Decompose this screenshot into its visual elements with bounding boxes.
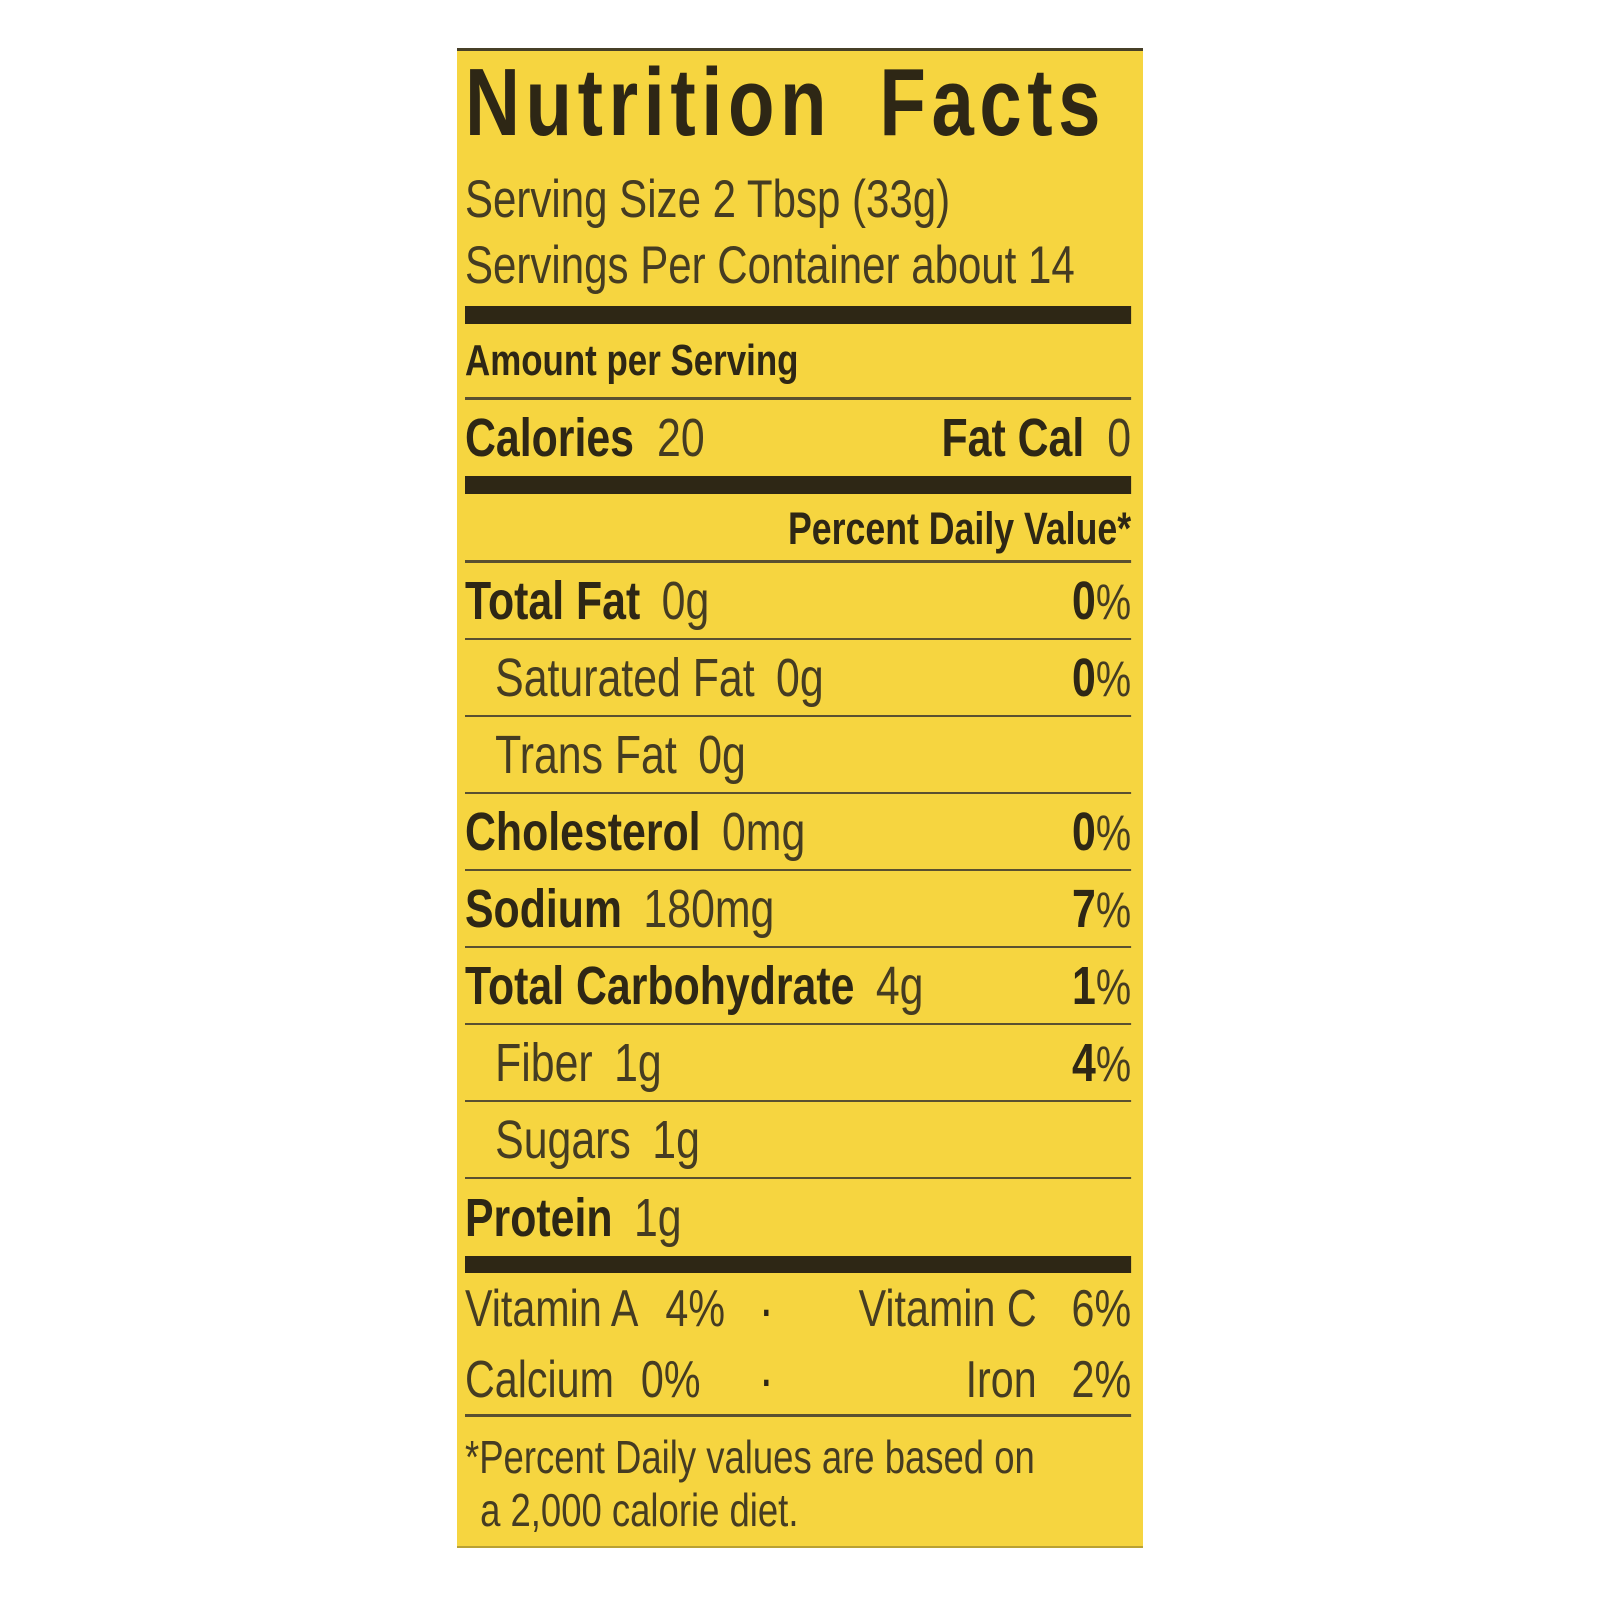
nutrient-row-cholesterol: Cholesterol 0mg 0% — [465, 794, 1132, 871]
nutrient-name-group: Trans Fat 0g — [465, 724, 746, 786]
vitamin-name: Vitamin C — [858, 1280, 1037, 1338]
nutrition-label: Nutrition Facts Serving Size 2 Tbsp (33g… — [457, 48, 1143, 1548]
nutrient-name: Saturated Fat — [495, 647, 755, 708]
nutrient-amount: 0g — [776, 647, 824, 708]
dv-number: 0 — [1072, 801, 1096, 862]
nutrient-row-trans-fat: Trans Fat 0g — [465, 717, 1132, 794]
nutrient-amount: 1g — [614, 1032, 662, 1093]
fat-cal-value: 0 — [1107, 408, 1132, 468]
percent-sign: % — [1095, 881, 1132, 938]
label-title: Nutrition Facts — [465, 49, 1107, 156]
vitamin-left-group: Vitamin A 4% — [465, 1279, 750, 1339]
nutrient-row-total-fat: Total Fat 0g 0% — [465, 563, 1132, 640]
vitamin-value: 6% — [1071, 1280, 1132, 1338]
dv-number: 0 — [1072, 570, 1096, 631]
nutrient-daily-value: 7% — [1072, 878, 1131, 940]
vitamin-value: 4% — [665, 1280, 726, 1338]
nutrient-name: Trans Fat — [495, 724, 677, 785]
nutrient-amount: 180mg — [643, 878, 775, 939]
amount-per-serving-heading: Amount per Serving — [465, 336, 799, 385]
nutrient-name-group: Sugars 1g — [465, 1109, 700, 1171]
vitamin-row-a-c: Vitamin A 4% · Vitamin C 6% — [465, 1273, 1131, 1345]
nutrient-row-total-carbohydrate: Total Carbohydrate 4g 1% — [465, 948, 1132, 1025]
thin-divider — [465, 560, 1132, 563]
nutrient-row-fiber: Fiber 1g 4% — [465, 1025, 1132, 1102]
thick-divider-bar-middle — [465, 476, 1132, 494]
nutrient-name: Fiber — [495, 1032, 593, 1093]
nutrient-amount: 0g — [661, 570, 710, 631]
percent-sign: % — [1095, 1035, 1132, 1092]
vitamin-right-group: Vitamin C 6% — [782, 1279, 1131, 1339]
vitamin-row-calcium-iron: Calcium 0% · Iron 2% — [465, 1345, 1132, 1417]
label-content: Nutrition Facts Serving Size 2 Tbsp (33g… — [465, 49, 1132, 1537]
nutrient-row-sugars: Sugars 1g — [465, 1102, 1132, 1179]
footnote-line-2: a 2,000 calorie diet. — [480, 1484, 799, 1536]
nutrient-row-protein: Protein 1g — [465, 1179, 1131, 1256]
percent-daily-value-heading: Percent Daily Value* — [787, 503, 1132, 554]
vitamin-value: 2% — [1071, 1350, 1132, 1409]
fat-calories-group: Fat Cal 0 — [942, 407, 1132, 469]
nutrient-daily-value: 0% — [1072, 801, 1131, 863]
vitamin-right-group: Iron 2% — [782, 1350, 1132, 1410]
percent-sign: % — [1095, 804, 1132, 861]
footnote-line-1: *Percent Daily values are based on — [465, 1431, 1035, 1483]
nutrient-amount: 0g — [698, 724, 746, 785]
thick-divider-bar-top — [465, 306, 1132, 324]
dv-number: 4 — [1072, 1032, 1096, 1093]
calories-group: Calories 20 — [465, 407, 705, 469]
nutrient-daily-value: 4% — [1072, 1032, 1131, 1094]
nutrient-daily-value: 0% — [1072, 647, 1131, 709]
nutrient-daily-value: 1% — [1072, 955, 1131, 1017]
thin-divider — [465, 397, 1132, 400]
dv-number: 0 — [1072, 647, 1096, 708]
calories-label: Calories — [465, 408, 634, 468]
servings-per-container-text: Servings Per Container about 14 — [465, 236, 1075, 295]
nutrient-daily-value: 0% — [1072, 570, 1131, 632]
calories-row: Calories 20 Fat Cal 0 — [465, 400, 1131, 476]
nutrient-amount: 1g — [633, 1187, 682, 1248]
nutrient-name-group: Sodium 180mg — [465, 878, 774, 940]
nutrient-name-group: Protein 1g — [465, 1187, 682, 1249]
percent-sign: % — [1095, 573, 1132, 630]
dv-number: 7 — [1072, 878, 1096, 939]
fat-cal-label: Fat Cal — [941, 408, 1085, 468]
nutrient-name-group: Total Carbohydrate 4g — [465, 955, 923, 1017]
nutrient-amount: 0mg — [721, 801, 806, 862]
percent-sign: % — [1095, 958, 1132, 1015]
nutrient-amount: 4g — [875, 955, 924, 1016]
separator-dot: · — [758, 1347, 774, 1412]
dv-number: 1 — [1072, 955, 1096, 1016]
nutrient-row-saturated-fat: Saturated Fat 0g 0% — [465, 640, 1132, 717]
separator-dot: · — [758, 1276, 774, 1342]
nutrient-name: Total Fat — [465, 570, 641, 631]
nutrient-name-group: Total Fat 0g — [465, 570, 709, 632]
thick-divider-bar-bottom — [465, 1256, 1132, 1273]
vitamin-name: Iron — [965, 1350, 1037, 1409]
vitamin-name: Calcium — [465, 1350, 614, 1409]
nutrient-name: Cholesterol — [465, 801, 701, 862]
nutrient-name: Protein — [465, 1187, 613, 1248]
vitamin-left-group: Calcium 0% — [465, 1350, 750, 1410]
vitamin-name: Vitamin A — [465, 1280, 639, 1338]
nutrient-name: Total Carbohydrate — [465, 955, 855, 1016]
nutrient-amount: 1g — [652, 1109, 700, 1170]
nutrient-name-group: Saturated Fat 0g — [465, 647, 824, 709]
percent-sign: % — [1095, 650, 1132, 707]
serving-size-text: Serving Size 2 Tbsp (33g) — [465, 170, 951, 229]
footnote: *Percent Daily values are based on a 2,0… — [465, 1431, 1131, 1537]
nutrient-name: Sodium — [465, 878, 623, 939]
nutrient-name-group: Fiber 1g — [465, 1032, 662, 1094]
vitamin-value: 0% — [640, 1350, 701, 1409]
nutrient-name-group: Cholesterol 0mg — [465, 801, 805, 863]
calories-value: 20 — [657, 408, 705, 468]
nutrient-row-sodium: Sodium 180mg 7% — [465, 871, 1132, 948]
nutrient-name: Sugars — [495, 1109, 631, 1170]
